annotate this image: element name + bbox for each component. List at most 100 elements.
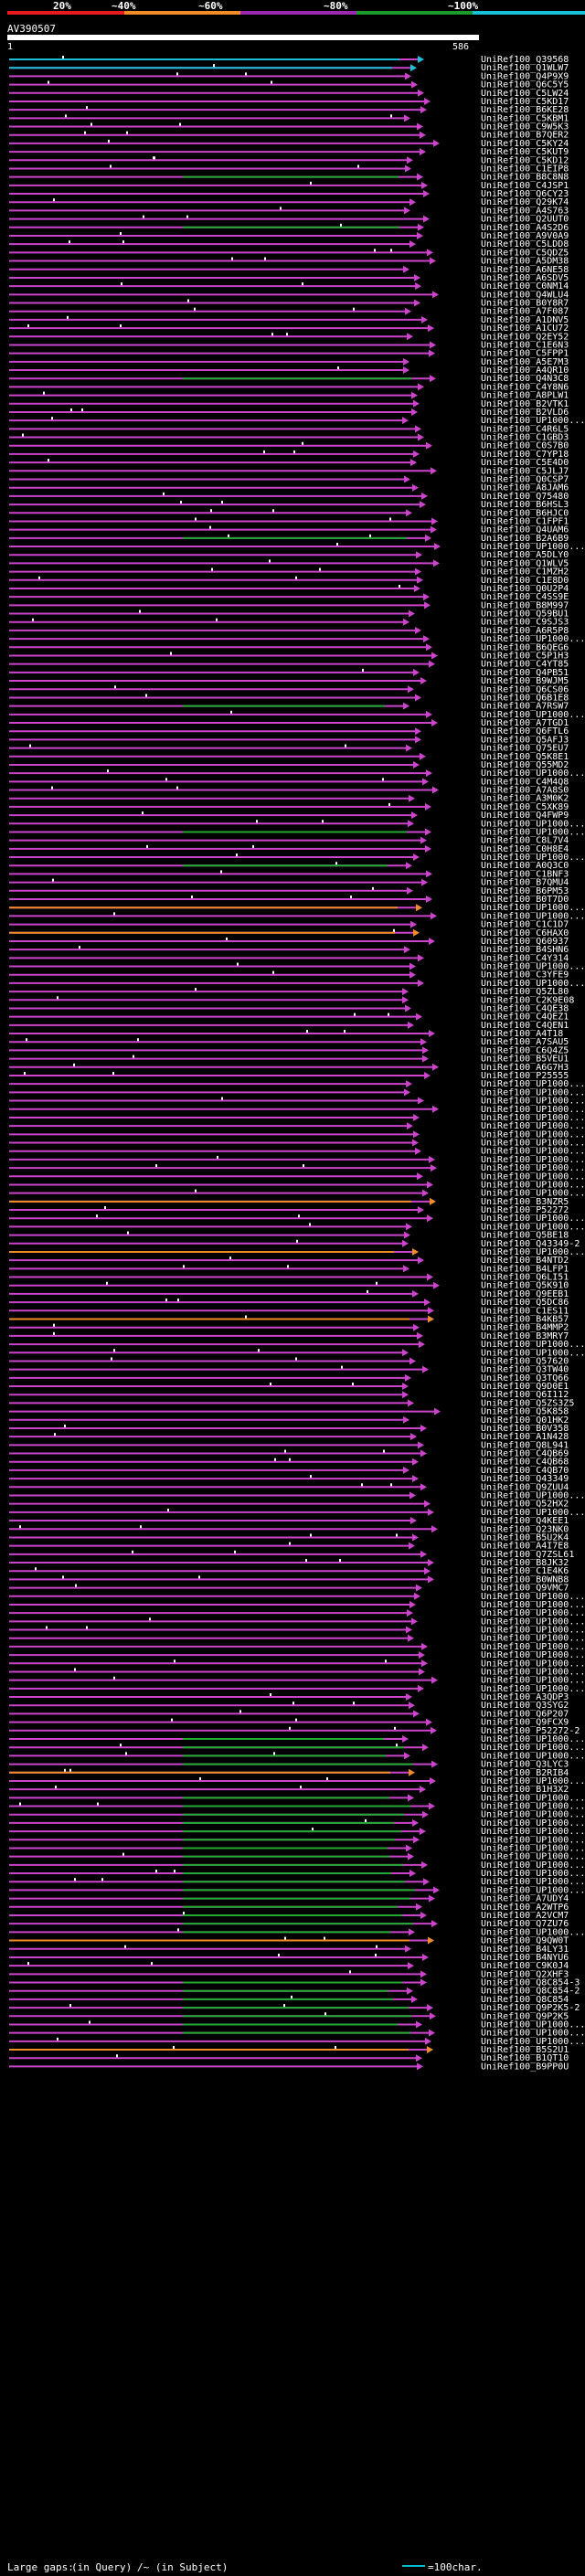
hit-row[interactable]: UniRef100_UP1000... — [9, 1852, 585, 1862]
hit-row[interactable]: UniRef100_UP1000... — [9, 1667, 585, 1677]
hit-row[interactable]: UniRef100_C3YFE9 — [9, 970, 569, 981]
hit-row[interactable]: UniRef100_B0V358 — [9, 1424, 569, 1434]
hit-row[interactable]: UniRef100_UP1000... — [9, 2019, 585, 2030]
hit-row[interactable]: UniRef100_Q5AFJ3 — [9, 735, 569, 745]
hit-row[interactable]: UniRef100_B6QEG6 — [9, 642, 569, 652]
hit-row[interactable]: UniRef100_Q8C854-3 — [9, 1978, 580, 1988]
hit-row[interactable]: UniRef100_UP1000... — [9, 1139, 585, 1149]
hit-row[interactable]: UniRef100_B2VTK1 — [9, 399, 569, 409]
hit-row[interactable]: UniRef100_Q75EU7 — [9, 744, 569, 754]
hit-row[interactable]: UniRef100_C4SS9E — [9, 592, 569, 602]
hit-row[interactable]: UniRef100_Q8C854 — [9, 1995, 569, 2005]
hit-row[interactable]: UniRef100_UP1000... — [9, 1608, 585, 1618]
hit-row[interactable]: UniRef100_UP1000... — [9, 1869, 585, 1879]
hit-row[interactable]: UniRef100_A6G7H3 — [9, 1063, 569, 1073]
hit-row[interactable]: UniRef100_A4S763 — [9, 206, 569, 216]
hit-row[interactable]: UniRef100_UP1000... — [9, 1121, 585, 1131]
hit-row[interactable]: UniRef100_Q6CS06 — [9, 684, 569, 694]
hit-row[interactable]: UniRef100_Q3TW40 — [9, 1365, 569, 1375]
hit-row[interactable]: UniRef100_C8L7V4 — [9, 836, 569, 846]
hit-row[interactable]: UniRef100_C5JLJ7 — [9, 466, 569, 476]
hit-row[interactable]: UniRef100_B4KB57 — [9, 1315, 569, 1325]
hit-row[interactable]: UniRef100_Q6FTL6 — [9, 726, 569, 737]
hit-row[interactable]: UniRef100_Q43349-2 — [9, 1239, 580, 1249]
hit-row[interactable]: UniRef100_Q59BU1 — [9, 610, 569, 620]
hit-row[interactable]: UniRef100_UP1000... — [9, 1835, 585, 1845]
hit-row[interactable]: UniRef100_A4QR10 — [9, 366, 569, 376]
hit-row[interactable]: UniRef100_UP1000... — [9, 769, 585, 779]
hit-row[interactable]: UniRef100_A7F087 — [9, 307, 569, 317]
hit-row[interactable]: UniRef100_C5QDZ5 — [9, 248, 569, 258]
hit-row[interactable]: UniRef100_UP1000... — [9, 1171, 585, 1182]
hit-row[interactable]: UniRef100_Q4WLU4 — [9, 290, 569, 300]
hit-row[interactable]: UniRef100_A6NE58 — [9, 265, 569, 275]
hit-row[interactable]: UniRef100_Q9QW0T — [9, 1936, 569, 1946]
hit-row[interactable]: UniRef100_B2VLD6 — [9, 408, 569, 418]
hit-row[interactable]: UniRef100_C1GBD3 — [9, 433, 569, 443]
hit-row[interactable]: UniRef100_Q4N3C8 — [9, 374, 569, 384]
hit-row[interactable]: UniRef100_A1N428 — [9, 1432, 569, 1442]
hit-row[interactable]: UniRef100_C2K9E08 — [9, 995, 574, 1005]
hit-row[interactable]: UniRef100_C1MZH2 — [9, 567, 569, 578]
hit-row[interactable]: UniRef100_Q0U2P4 — [9, 584, 569, 594]
hit-row[interactable]: UniRef100_C4JSP1 — [9, 181, 569, 191]
hit-row[interactable]: UniRef100_Q1WLW7 — [9, 63, 569, 73]
hit-row[interactable]: UniRef100_C1E4K6 — [9, 1566, 569, 1576]
hit-row[interactable]: UniRef100_B9PP0U — [9, 2062, 569, 2072]
hit-row[interactable]: UniRef100_A5E7M3 — [9, 357, 569, 367]
hit-row[interactable]: UniRef100_Q5K910 — [9, 1281, 569, 1291]
hit-row[interactable]: UniRef100_Q6B1E8 — [9, 693, 569, 703]
hit-row[interactable]: UniRef100_B4SHN6 — [9, 945, 569, 955]
hit-row[interactable]: UniRef100_B6PM53 — [9, 886, 569, 896]
hit-row[interactable]: UniRef100_B0Y8R7 — [9, 299, 569, 309]
hit-row[interactable]: UniRef100_C5P1H3 — [9, 651, 569, 661]
hit-row[interactable]: UniRef100_UP1000... — [9, 1214, 585, 1224]
hit-row[interactable]: UniRef100_Q4FWP9 — [9, 811, 569, 821]
hit-row[interactable]: UniRef100_C0NM14 — [9, 281, 569, 292]
hit-row[interactable]: UniRef100_Q9FCX9 — [9, 1718, 569, 1728]
hit-row[interactable]: UniRef100_Q01HK2 — [9, 1415, 569, 1426]
hit-row[interactable]: UniRef100_Q5ZS3Z5 — [9, 1398, 574, 1408]
hit-row[interactable]: UniRef100_Q55MD2 — [9, 760, 569, 770]
hit-row[interactable]: UniRef100_C0S7B0 — [9, 441, 569, 451]
hit-row[interactable]: UniRef100_A7SAU5 — [9, 1037, 569, 1047]
hit-row[interactable]: UniRef100_C5KBM1 — [9, 113, 569, 123]
hit-row[interactable]: UniRef100_C7YP18 — [9, 450, 569, 460]
hit-row[interactable]: UniRef100_C5KD12 — [9, 155, 569, 165]
hit-row[interactable]: UniRef100_UP1000... — [9, 1247, 585, 1257]
hit-row[interactable]: UniRef100_A3QDP3 — [9, 1692, 569, 1702]
hit-row[interactable]: UniRef100_UP1000... — [9, 1877, 585, 1887]
hit-row[interactable]: UniRef100_C9W5K3 — [9, 122, 569, 133]
hit-row[interactable]: UniRef100_C5FPP1 — [9, 349, 569, 359]
hit-row[interactable]: UniRef100_C4QB68 — [9, 1458, 569, 1468]
hit-row[interactable]: UniRef100_Q39568 — [9, 55, 569, 65]
hit-row[interactable]: UniRef100_B8C8N8 — [9, 173, 569, 183]
hit-row[interactable]: UniRef100_UP1000... — [9, 1490, 585, 1500]
hit-row[interactable]: UniRef100_Q4P9X9 — [9, 71, 569, 81]
hit-row[interactable]: UniRef100_C1ES11 — [9, 1306, 569, 1316]
hit-row[interactable]: UniRef100_UP1000... — [9, 1222, 585, 1232]
hit-row[interactable]: UniRef100_B4LY31 — [9, 1945, 569, 1955]
hit-row[interactable]: UniRef100_C4Y8N6 — [9, 382, 569, 392]
hit-row[interactable]: UniRef100_A2VCM7 — [9, 1911, 569, 1921]
hit-row[interactable]: UniRef100_A9V0A9 — [9, 231, 569, 241]
hit-row[interactable]: UniRef100_UP1000... — [9, 1147, 585, 1157]
hit-row[interactable]: UniRef100_Q8C854-2 — [9, 1987, 580, 1997]
hit-row[interactable]: UniRef100_Q6LI51 — [9, 1273, 569, 1283]
hit-row[interactable]: UniRef100_A7UDY4 — [9, 1894, 569, 1904]
hit-row[interactable]: UniRef100_UP1000... — [9, 1843, 585, 1853]
hit-row[interactable]: UniRef100_Q4KEE1 — [9, 1516, 569, 1526]
hit-row[interactable]: UniRef100_B2A6B9 — [9, 534, 569, 544]
hit-row[interactable]: UniRef100_Q5ZL80 — [9, 987, 569, 997]
hit-row[interactable]: UniRef100_A5DLY0 — [9, 550, 569, 560]
hit-row[interactable]: UniRef100_C1FPF1 — [9, 516, 569, 526]
hit-row[interactable]: UniRef100_A4I7E8 — [9, 1542, 569, 1552]
hit-row[interactable]: UniRef100_B5S2U1 — [9, 2045, 569, 2055]
hit-row[interactable]: UniRef100_Q2EY52 — [9, 332, 569, 342]
hit-row[interactable]: UniRef100_UP1000... — [9, 1810, 585, 1820]
hit-row[interactable]: UniRef100_UP1000... — [9, 827, 585, 837]
hit-row[interactable]: UniRef100_A6R5P8 — [9, 626, 569, 636]
hit-row[interactable]: UniRef100_C4M4Q8 — [9, 777, 569, 787]
hit-row[interactable]: UniRef100_B1QT10 — [9, 2053, 569, 2063]
hit-row[interactable]: UniRef100_A1CU72 — [9, 323, 569, 334]
